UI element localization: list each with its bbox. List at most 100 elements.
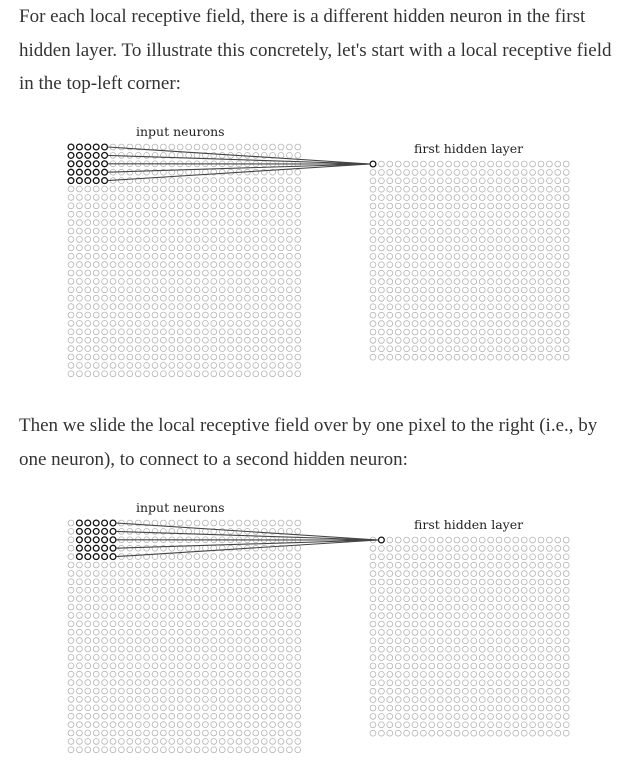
hidden-neuron [378, 303, 385, 311]
input-neuron [168, 143, 176, 151]
input-neuron [176, 620, 184, 628]
receptive-field-neuron [75, 536, 83, 544]
input-neuron [277, 637, 285, 644]
input-neuron [76, 662, 83, 670]
hidden-neuron [436, 253, 444, 260]
receptive-field-neuron [84, 143, 92, 151]
hidden-neuron [453, 545, 461, 552]
hidden-neuron [453, 587, 461, 594]
input-neuron [202, 729, 209, 737]
input-neuron [176, 645, 184, 653]
input-neuron [277, 320, 285, 327]
hidden-neuron [504, 269, 511, 277]
hidden-neuron [386, 687, 394, 695]
input-neuron [202, 662, 209, 670]
input-neuron [269, 645, 276, 653]
hidden-neuron [478, 704, 486, 712]
input-neuron [92, 294, 100, 302]
hidden-neuron [529, 671, 536, 678]
hidden-neuron [529, 177, 536, 185]
input-neuron [134, 177, 142, 184]
input-neuron [218, 687, 226, 695]
hidden-neuron [411, 713, 419, 720]
hidden-neuron [436, 244, 444, 252]
hidden-neuron [428, 295, 436, 302]
input-neuron [193, 519, 201, 527]
input-neuron [151, 185, 159, 193]
hidden-neuron [436, 561, 444, 569]
hidden-neuron [445, 671, 452, 678]
input-neuron [185, 620, 192, 628]
hidden-neuron [420, 603, 427, 611]
hidden-neuron [403, 645, 410, 653]
hidden-neuron [369, 620, 377, 628]
input-neuron [269, 345, 276, 352]
hidden-neuron [470, 303, 478, 311]
hidden-neuron [394, 679, 402, 687]
input-neuron [160, 746, 167, 754]
input-neuron [143, 328, 150, 336]
hidden-neuron [462, 311, 469, 319]
hidden-neuron [428, 253, 436, 260]
hidden-neuron [369, 545, 377, 552]
input-neuron [218, 712, 226, 720]
input-neuron [92, 328, 100, 336]
input-neuron [294, 320, 302, 327]
hidden-neuron [394, 704, 402, 712]
input-neuron [126, 219, 134, 226]
input-neuron [260, 746, 268, 754]
hidden-neuron [554, 211, 562, 218]
hidden-neuron [445, 603, 452, 611]
input-neuron [168, 519, 176, 527]
input-neuron [118, 210, 125, 218]
hidden-neuron [378, 713, 385, 720]
input-neuron [252, 269, 260, 277]
input-neuron [151, 177, 159, 184]
hidden-neuron [478, 269, 486, 277]
hidden-neuron [394, 671, 402, 678]
input-neuron [260, 704, 268, 712]
input-neuron [118, 177, 125, 184]
input-neuron [269, 670, 276, 678]
input-neuron [193, 219, 201, 226]
input-neuron [92, 185, 100, 193]
input-neuron [227, 628, 234, 636]
input-neuron [210, 269, 218, 277]
hidden-neuron [453, 185, 461, 193]
input-neuron [235, 227, 243, 235]
input-neuron [126, 210, 134, 218]
hidden-neuron [529, 721, 536, 729]
hidden-neuron [495, 278, 503, 285]
input-neuron [109, 561, 117, 569]
hidden-neuron [478, 679, 486, 687]
input-neuron [269, 721, 276, 728]
hidden-neuron [394, 320, 402, 327]
input-neuron [160, 210, 167, 218]
input-neuron [101, 269, 108, 277]
input-neuron [185, 185, 192, 193]
input-neuron [218, 143, 226, 151]
input-neuron [160, 244, 167, 252]
hidden-neuron [462, 696, 469, 703]
hidden-neuron [411, 729, 419, 737]
input-neuron [193, 662, 201, 670]
input-neuron [109, 670, 117, 678]
input-neuron [134, 353, 142, 361]
input-neuron [218, 328, 226, 336]
input-neuron [185, 729, 192, 737]
hidden-neuron [445, 729, 452, 737]
hidden-neuron [445, 286, 452, 294]
input-neuron [252, 278, 260, 285]
hidden-neuron [546, 295, 553, 302]
hidden-neuron [369, 320, 377, 327]
input-neuron [151, 210, 159, 218]
hidden-neuron [504, 261, 511, 269]
hidden-neuron [537, 553, 545, 561]
input-neuron [101, 227, 108, 235]
hidden-neuron [378, 645, 385, 653]
hidden-neuron [562, 185, 570, 193]
input-neuron [294, 544, 302, 552]
input-neuron [134, 336, 142, 344]
input-neuron [260, 620, 268, 628]
hidden-neuron [403, 303, 410, 311]
